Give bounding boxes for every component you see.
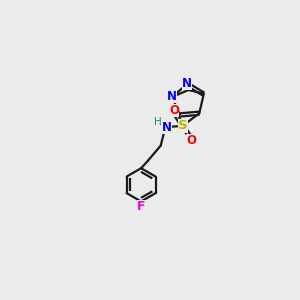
Text: O: O: [187, 134, 196, 147]
Text: O: O: [169, 104, 179, 117]
Text: F: F: [137, 200, 146, 213]
Text: N: N: [161, 121, 172, 134]
Text: H: H: [154, 117, 162, 127]
Text: N: N: [167, 90, 176, 103]
Text: N: N: [182, 77, 192, 90]
Text: S: S: [178, 119, 188, 132]
